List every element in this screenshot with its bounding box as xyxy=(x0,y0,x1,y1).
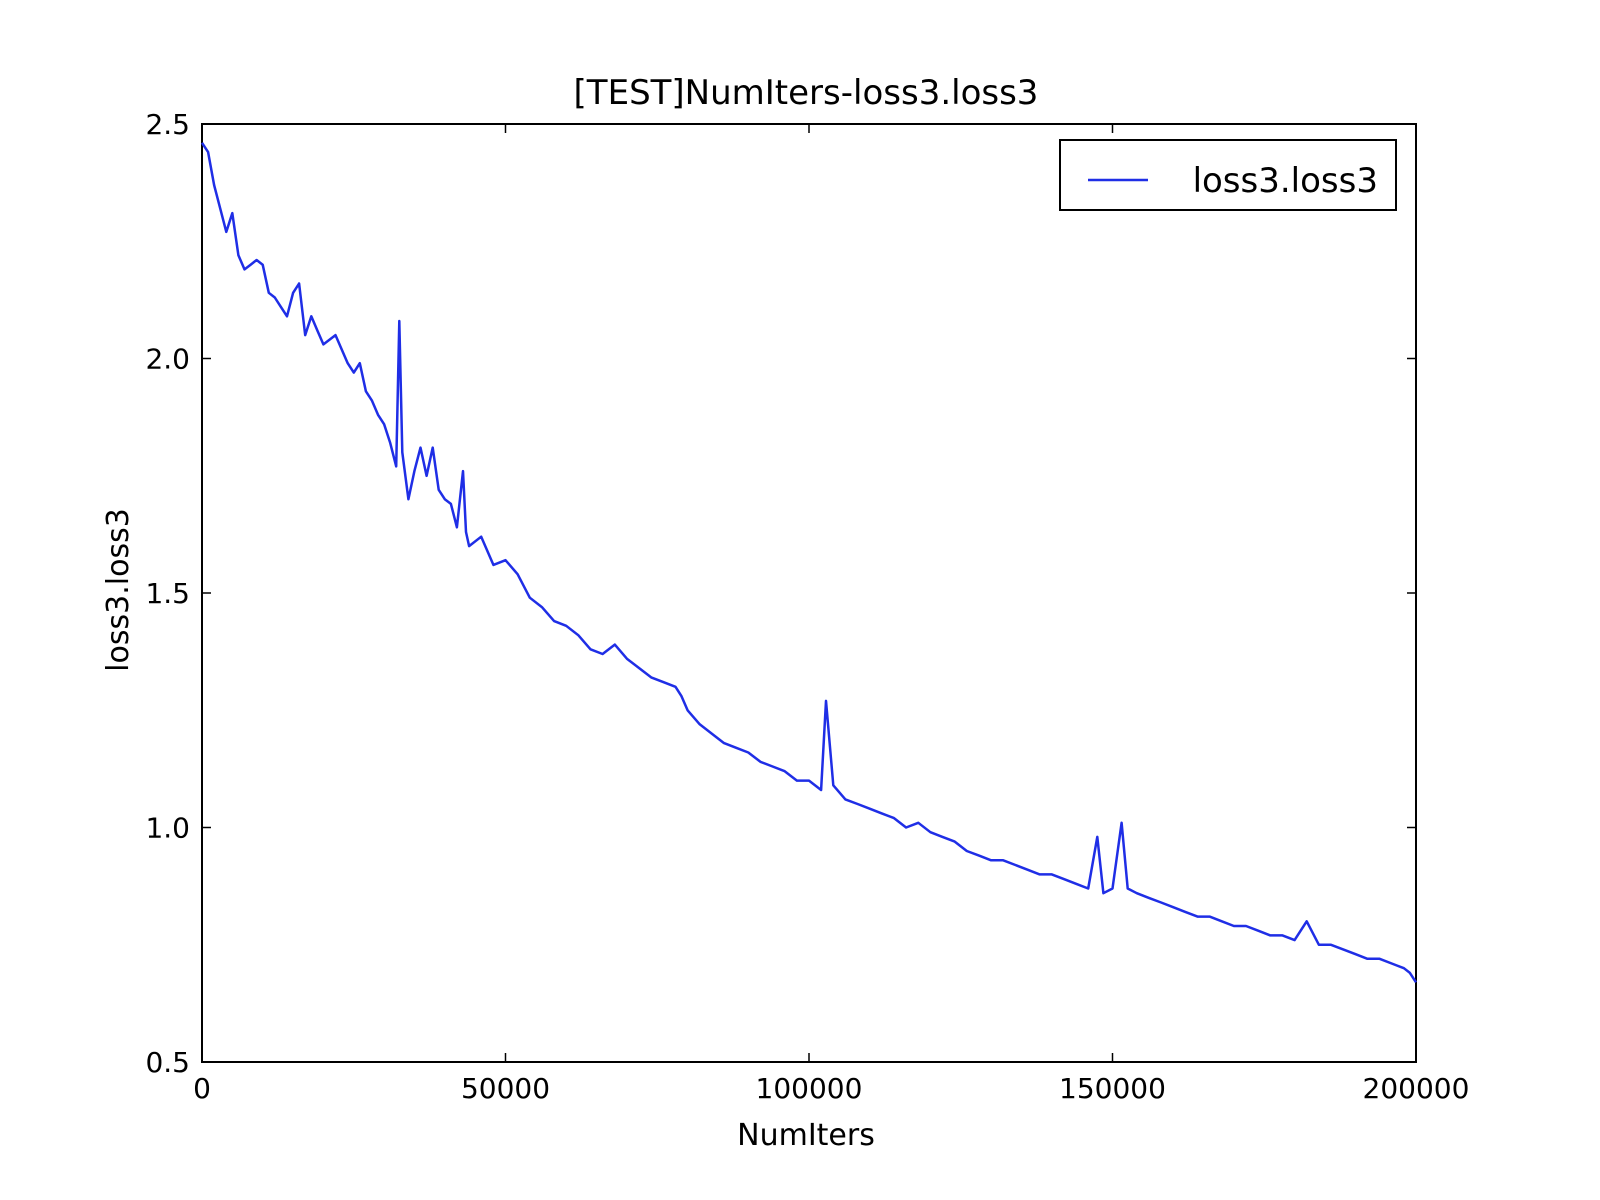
x-tick-label: 200000 xyxy=(1363,1072,1470,1105)
y-tick-label: 2.5 xyxy=(145,108,190,141)
legend-box xyxy=(1059,139,1397,211)
chart-title: [TEST]NumIters-loss3.loss3 xyxy=(574,73,1039,113)
x-tick-label: 150000 xyxy=(1059,1072,1166,1105)
y-tick-label: 0.5 xyxy=(145,1046,190,1079)
x-tick-label: 0 xyxy=(193,1072,211,1105)
x-axis-label: NumIters xyxy=(737,1118,875,1153)
legend-entry-label: loss3.loss3 xyxy=(1193,161,1378,201)
y-tick-label: 1.0 xyxy=(145,812,190,845)
plot-area-frame xyxy=(201,123,1417,1063)
y-tick-label: 2.0 xyxy=(145,343,190,376)
y-tick-label: 1.5 xyxy=(145,577,190,610)
y-axis-label: loss3.loss3 xyxy=(101,508,136,672)
x-tick-label: 50000 xyxy=(461,1072,550,1105)
x-tick-label: 100000 xyxy=(756,1072,863,1105)
series-line-loss3 xyxy=(200,142,1418,983)
legend: loss3.loss3 xyxy=(1059,139,1397,211)
